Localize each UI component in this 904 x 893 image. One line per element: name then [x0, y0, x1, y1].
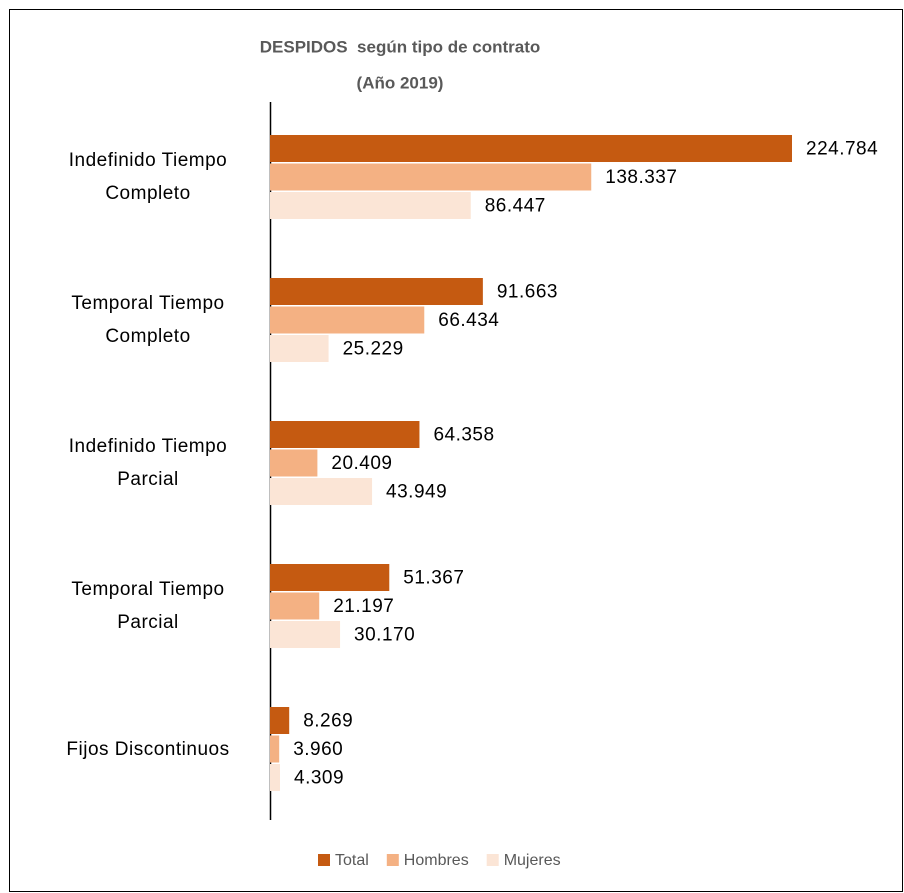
bar: [270, 592, 320, 620]
legend-swatch: [386, 854, 399, 866]
category-label: Indefinido Tiempo Completo: [68, 150, 228, 204]
category-label: Indefinido Tiempo Parcial: [68, 436, 228, 490]
data-label: 224.784: [806, 139, 878, 160]
data-label: 64.358: [433, 425, 494, 446]
data-label: 91.663: [497, 282, 558, 303]
bar: [270, 564, 390, 591]
data-label: 43.949: [386, 482, 447, 503]
bar: [270, 449, 318, 477]
data-label: 3.960: [293, 739, 343, 760]
data-label: 4.309: [294, 768, 344, 789]
bar: [270, 335, 329, 362]
bar: [270, 192, 471, 219]
data-label: 20.409: [331, 453, 392, 474]
data-label: 21.197: [333, 596, 394, 617]
bar: [270, 764, 281, 791]
data-label: 30.170: [354, 625, 415, 646]
bar: [270, 735, 280, 763]
legend-label: Total: [335, 852, 369, 869]
data-label: 66.434: [438, 310, 499, 331]
bar: [270, 306, 425, 334]
data-label: 8.269: [303, 711, 353, 732]
data-label: 138.337: [605, 167, 677, 188]
category-label: Fijos Discontinuos: [66, 738, 230, 760]
data-label: 25.229: [343, 339, 404, 360]
bar: [270, 278, 483, 305]
bar: [270, 135, 792, 162]
bar: [270, 421, 420, 448]
category-label: Temporal Tiempo Completo: [71, 293, 225, 347]
category-label: Temporal Tiempo Parcial: [71, 579, 225, 633]
data-label: 51.367: [403, 568, 464, 589]
chart-title: DESPIDOS según tipo de contrato: [260, 37, 541, 56]
legend-swatch: [486, 854, 499, 866]
bar: [270, 163, 592, 191]
legend-label: Hombres: [404, 852, 469, 869]
bar: [270, 478, 373, 505]
legend-swatch: [318, 854, 330, 866]
data-label: 86.447: [485, 196, 546, 217]
bar: [270, 707, 290, 734]
chart-subtitle: (Año 2019): [357, 73, 444, 92]
legend-label: Mujeres: [504, 852, 561, 869]
bar: [270, 621, 341, 648]
